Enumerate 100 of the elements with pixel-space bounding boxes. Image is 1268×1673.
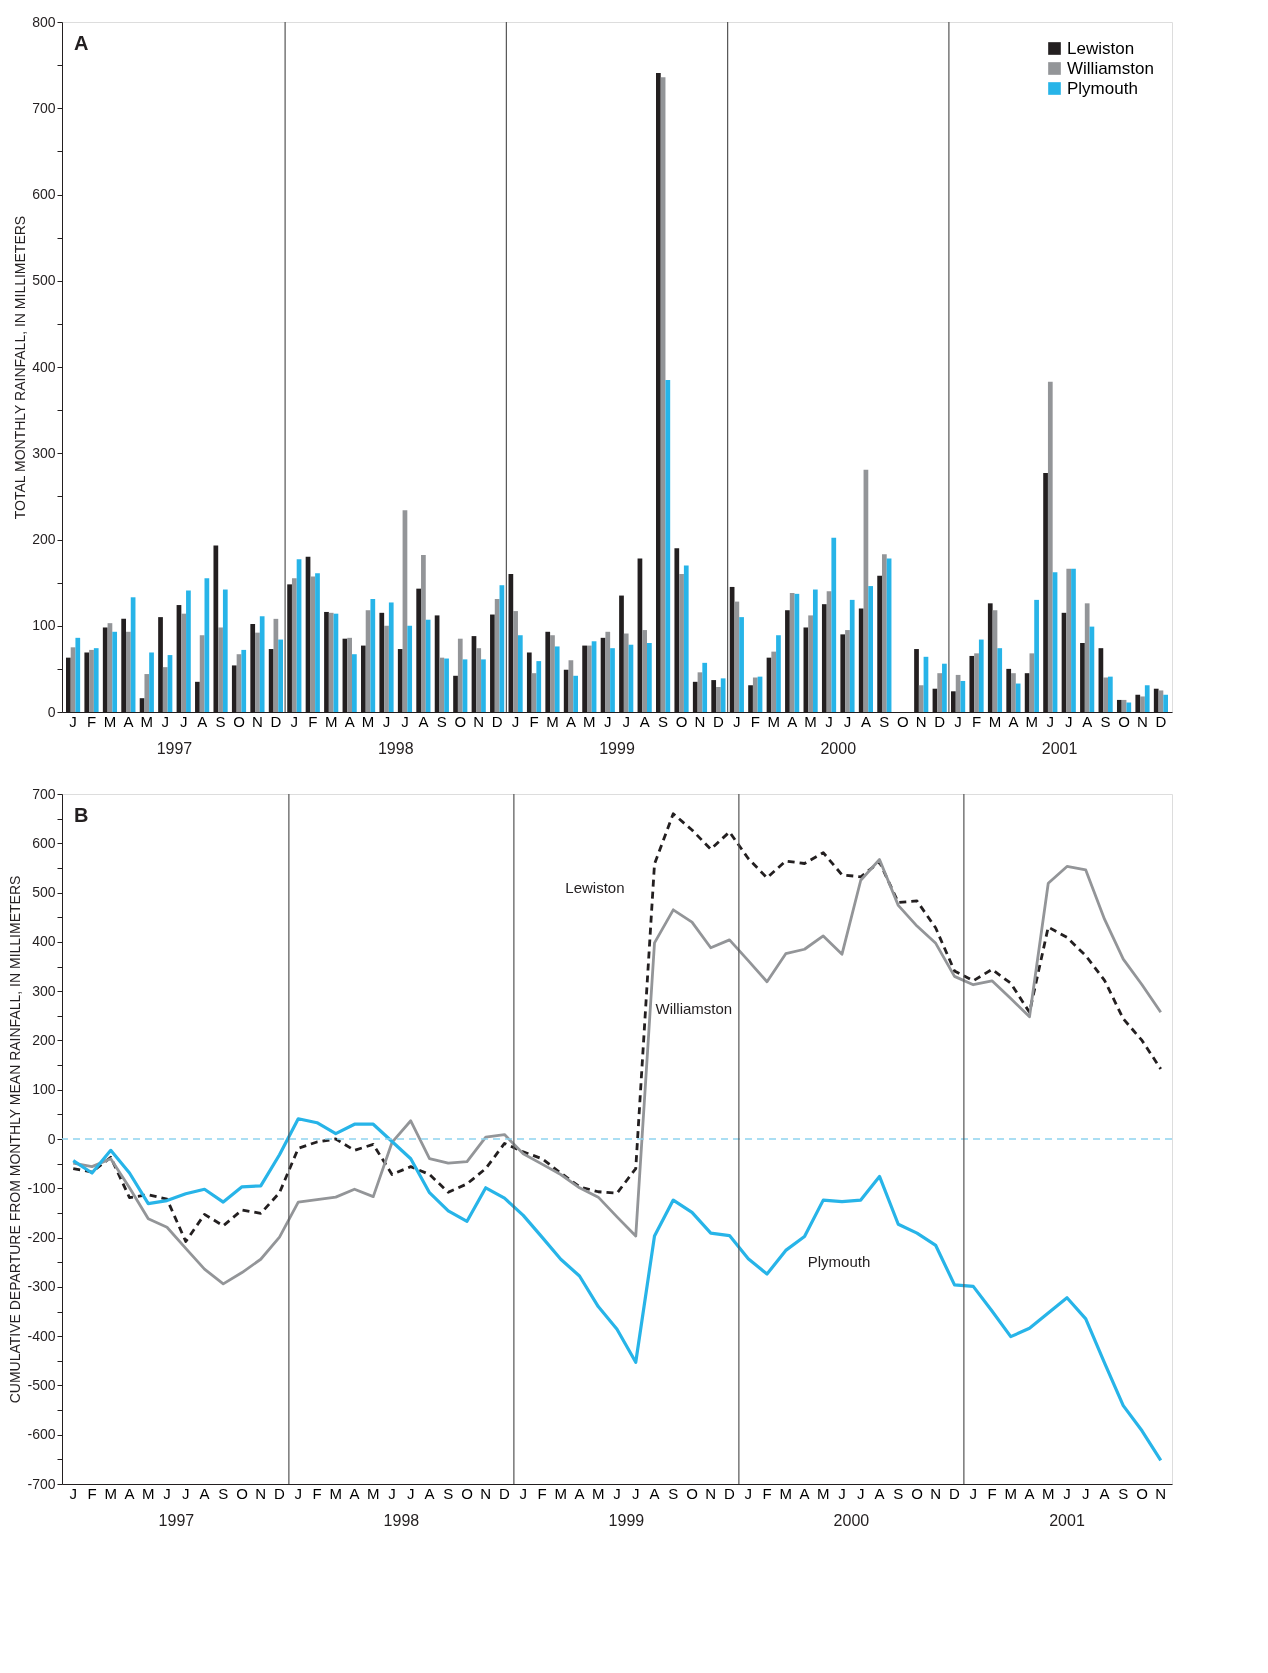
- x-tick-label: A: [344, 712, 355, 730]
- bar: [918, 685, 924, 712]
- x-tick-label: A: [197, 712, 208, 730]
- x-tick-label: D: [274, 1484, 286, 1502]
- x-tick-label: M: [140, 712, 154, 730]
- text: 1999: [608, 1512, 645, 1529]
- bar: [149, 652, 154, 712]
- x-tick-label: J: [622, 712, 630, 730]
- text: 1998: [377, 740, 414, 757]
- x-tick-label: J: [69, 1484, 77, 1502]
- y-tick-label: 500: [32, 884, 56, 901]
- series-label: Lewiston: [565, 878, 625, 896]
- x-tick-label: J: [825, 712, 833, 730]
- x-tick-label: A: [1099, 1484, 1110, 1502]
- x-tick-label: A: [799, 1484, 810, 1502]
- x-tick-label: A: [124, 1484, 135, 1502]
- y-tick-label: 400: [32, 933, 56, 950]
- y-tick-label: 100: [32, 1081, 56, 1098]
- x-tick-label: D: [949, 1484, 961, 1502]
- bar: [444, 658, 449, 712]
- bar: [222, 589, 228, 712]
- bar: [421, 555, 426, 712]
- x-tick-label: O: [461, 1484, 473, 1502]
- x-tick-label: D: [1155, 712, 1167, 730]
- y-tick-label: -400: [27, 1327, 56, 1344]
- x-tick-label: M: [779, 1484, 792, 1502]
- x-tick-label: J: [388, 1484, 396, 1502]
- bar: [868, 586, 874, 712]
- bar: [734, 601, 740, 712]
- x-tick-label: F: [762, 1484, 772, 1502]
- x-tick-label: A: [649, 1484, 660, 1502]
- bar: [259, 616, 265, 712]
- x-tick-label: D: [491, 712, 503, 730]
- bar: [407, 625, 413, 712]
- bar: [476, 648, 482, 712]
- bar: [942, 663, 947, 712]
- y-tick-label: 600: [32, 186, 56, 202]
- legend-label: Lewiston: [1067, 38, 1135, 58]
- x-tick-label: J: [744, 1484, 752, 1502]
- x-tick-label: J: [632, 1484, 640, 1502]
- x-tick-label: M: [367, 1484, 380, 1502]
- x-tick-label: M: [361, 712, 375, 730]
- bar: [1103, 677, 1108, 712]
- x-tick-label: N: [480, 1484, 492, 1502]
- bar: [1084, 603, 1090, 712]
- y-axis-title: TOTAL MONTHLY RAINFALL, IN MILLIMETERS: [12, 215, 29, 520]
- x-tick-label: J: [382, 712, 391, 730]
- x-tick-label: A: [349, 1484, 360, 1502]
- bar: [978, 639, 984, 712]
- bar: [573, 675, 578, 712]
- bar: [255, 632, 260, 712]
- bar: [1034, 599, 1039, 712]
- y-tick-label: 500: [32, 272, 56, 289]
- bar: [647, 643, 652, 712]
- x-tick-label: D: [934, 712, 946, 730]
- x-tick-label: D: [712, 712, 724, 730]
- x-tick-label: S: [879, 712, 890, 730]
- bar: [665, 379, 671, 712]
- y-tick-label: 100: [32, 617, 56, 634]
- x-tick-label: O: [1118, 712, 1130, 730]
- x-tick-label: S: [443, 1484, 454, 1502]
- x-tick-label: F: [308, 712, 318, 730]
- bar: [716, 686, 721, 712]
- bar: [605, 631, 611, 712]
- x-tick-label: M: [104, 1484, 117, 1502]
- y-tick-label: 0: [47, 703, 56, 720]
- bar: [1071, 568, 1076, 712]
- x-tick-label: M: [103, 712, 117, 730]
- x-tick-label: J: [969, 1484, 977, 1502]
- bar: [849, 599, 855, 712]
- bar: [181, 613, 187, 712]
- series-label: Williamston: [655, 999, 733, 1017]
- x-tick-label: M: [1004, 1484, 1017, 1502]
- x-tick-label: J: [163, 1484, 171, 1502]
- bar: [89, 649, 94, 712]
- x-tick-label: N: [252, 712, 263, 730]
- bar: [1126, 702, 1132, 712]
- bar: [752, 677, 758, 712]
- text: 2001: [1041, 740, 1078, 757]
- text: 2001: [1049, 1512, 1085, 1529]
- bar: [278, 639, 283, 712]
- x-tick-label: A: [1008, 712, 1019, 730]
- x-tick-label: F: [87, 1484, 97, 1502]
- x-tick-label: A: [639, 712, 650, 730]
- x-tick-label: N: [255, 1484, 267, 1502]
- bar: [144, 674, 150, 712]
- x-tick-label: J: [838, 1484, 846, 1502]
- y-tick-label: 200: [32, 531, 56, 547]
- text: 2000: [833, 1512, 870, 1529]
- bar: [771, 651, 777, 712]
- x-tick-label: F: [971, 712, 982, 730]
- bar: [610, 648, 615, 712]
- line-series: [71, 858, 1163, 1286]
- x-tick-label: J: [519, 1484, 527, 1502]
- text: 1999: [599, 740, 635, 757]
- x-tick-label: O: [1136, 1484, 1148, 1502]
- bar: [1163, 694, 1169, 712]
- bar: [1144, 685, 1150, 712]
- bar: [642, 630, 648, 712]
- bar: [776, 635, 781, 712]
